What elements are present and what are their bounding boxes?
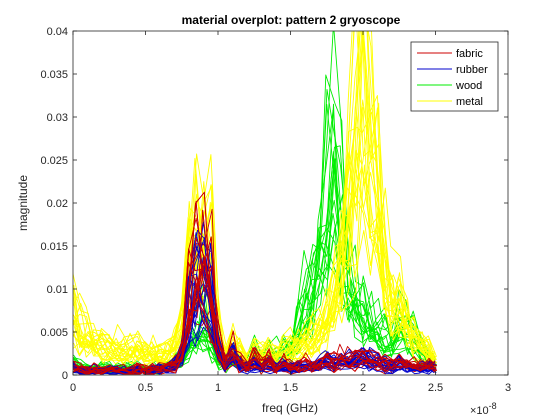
x-axis-label: freq (GHz) [262,401,318,415]
plot-lines [73,31,437,375]
x-axis: 0 0.5 1 1.5 2 2.5 3 [70,31,511,394]
series-line-metal [73,111,436,365]
legend: fabric rubber wood metal [410,41,499,112]
y-tick-label: 0 [62,370,68,382]
series-line-metal [73,31,435,364]
x-tick-label: 2.5 [428,382,443,394]
series-line-metal [73,31,437,361]
x-tick-label: 0 [70,382,76,394]
x-tick-label: 2 [360,382,366,394]
y-tick-label: 0.015 [40,241,68,253]
chart-title: material overplot: pattern 2 gryoscope [182,13,401,27]
y-tick-label: 0.03 [47,112,68,124]
x-tick-label: 1 [215,382,221,394]
y-tick-label: 0.04 [47,26,68,38]
y-tick-label: 0.025 [40,155,68,167]
legend-label-rubber: rubber [456,64,488,76]
y-axis-label: magnitude [16,175,30,231]
series-line-fabric [73,191,436,374]
series-line-fabric [73,201,435,374]
x-axis-exponent: ×10-8 [470,401,497,417]
legend-label-fabric: fabric [456,48,483,60]
series-line-fabric [73,257,436,375]
legend-label-metal: metal [456,96,483,108]
legend-label-wood: wood [455,80,482,92]
x-exponent-power: -8 [489,401,497,411]
y-axis: 0 0.005 0.01 0.015 0.02 0.025 0.03 0.035 0.04 [40,26,508,382]
y-tick-label: 0.005 [40,327,68,339]
y-tick-label: 0.01 [47,284,68,296]
x-exponent-base: ×10 [470,405,489,417]
x-tick-label: 1.5 [283,382,298,394]
y-tick-label: 0.035 [40,69,68,81]
x-tick-label: 3 [505,382,511,394]
y-tick-label: 0.02 [47,198,68,210]
x-tick-label: 0.5 [138,382,153,394]
